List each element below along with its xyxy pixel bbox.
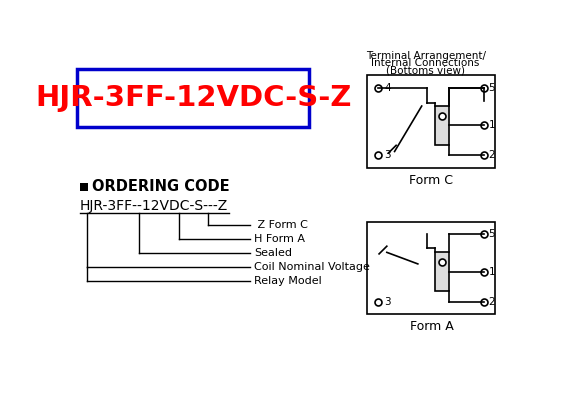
Text: 5: 5 [488,83,495,92]
Text: HJR-3FF--12VDC-S---Z: HJR-3FF--12VDC-S---Z [80,199,228,213]
Text: 2: 2 [488,151,495,160]
Text: ORDERING CODE: ORDERING CODE [92,180,230,194]
Text: Sealed: Sealed [254,248,292,258]
Text: 4: 4 [385,83,391,92]
Text: 1: 1 [488,120,495,130]
Text: Form A: Form A [410,320,453,333]
Text: Z Form C: Z Form C [254,220,308,230]
Text: 2: 2 [488,297,495,307]
Text: Terminal Arrangement/: Terminal Arrangement/ [366,52,485,61]
Bar [80,183,88,191]
Text: Relay Model: Relay Model [254,276,322,286]
Text: 1: 1 [488,267,495,276]
Text: 3: 3 [385,297,391,307]
Text: (Bottoms view): (Bottoms view) [386,65,465,75]
Text: H Form A: H Form A [254,234,305,244]
Bar [77,69,309,127]
Bar [435,106,449,144]
Text: Form C: Form C [410,174,453,187]
Text: Coil Nominal Voltage: Coil Nominal Voltage [254,262,370,272]
Bar [367,75,496,168]
Text: 3: 3 [385,151,391,160]
Bar [367,222,496,314]
Bar [435,252,449,291]
Text: HJR-3FF-12VDC-S-Z: HJR-3FF-12VDC-S-Z [35,84,351,112]
Text: Internal Connections: Internal Connections [371,58,480,68]
Text: 5: 5 [488,229,495,239]
